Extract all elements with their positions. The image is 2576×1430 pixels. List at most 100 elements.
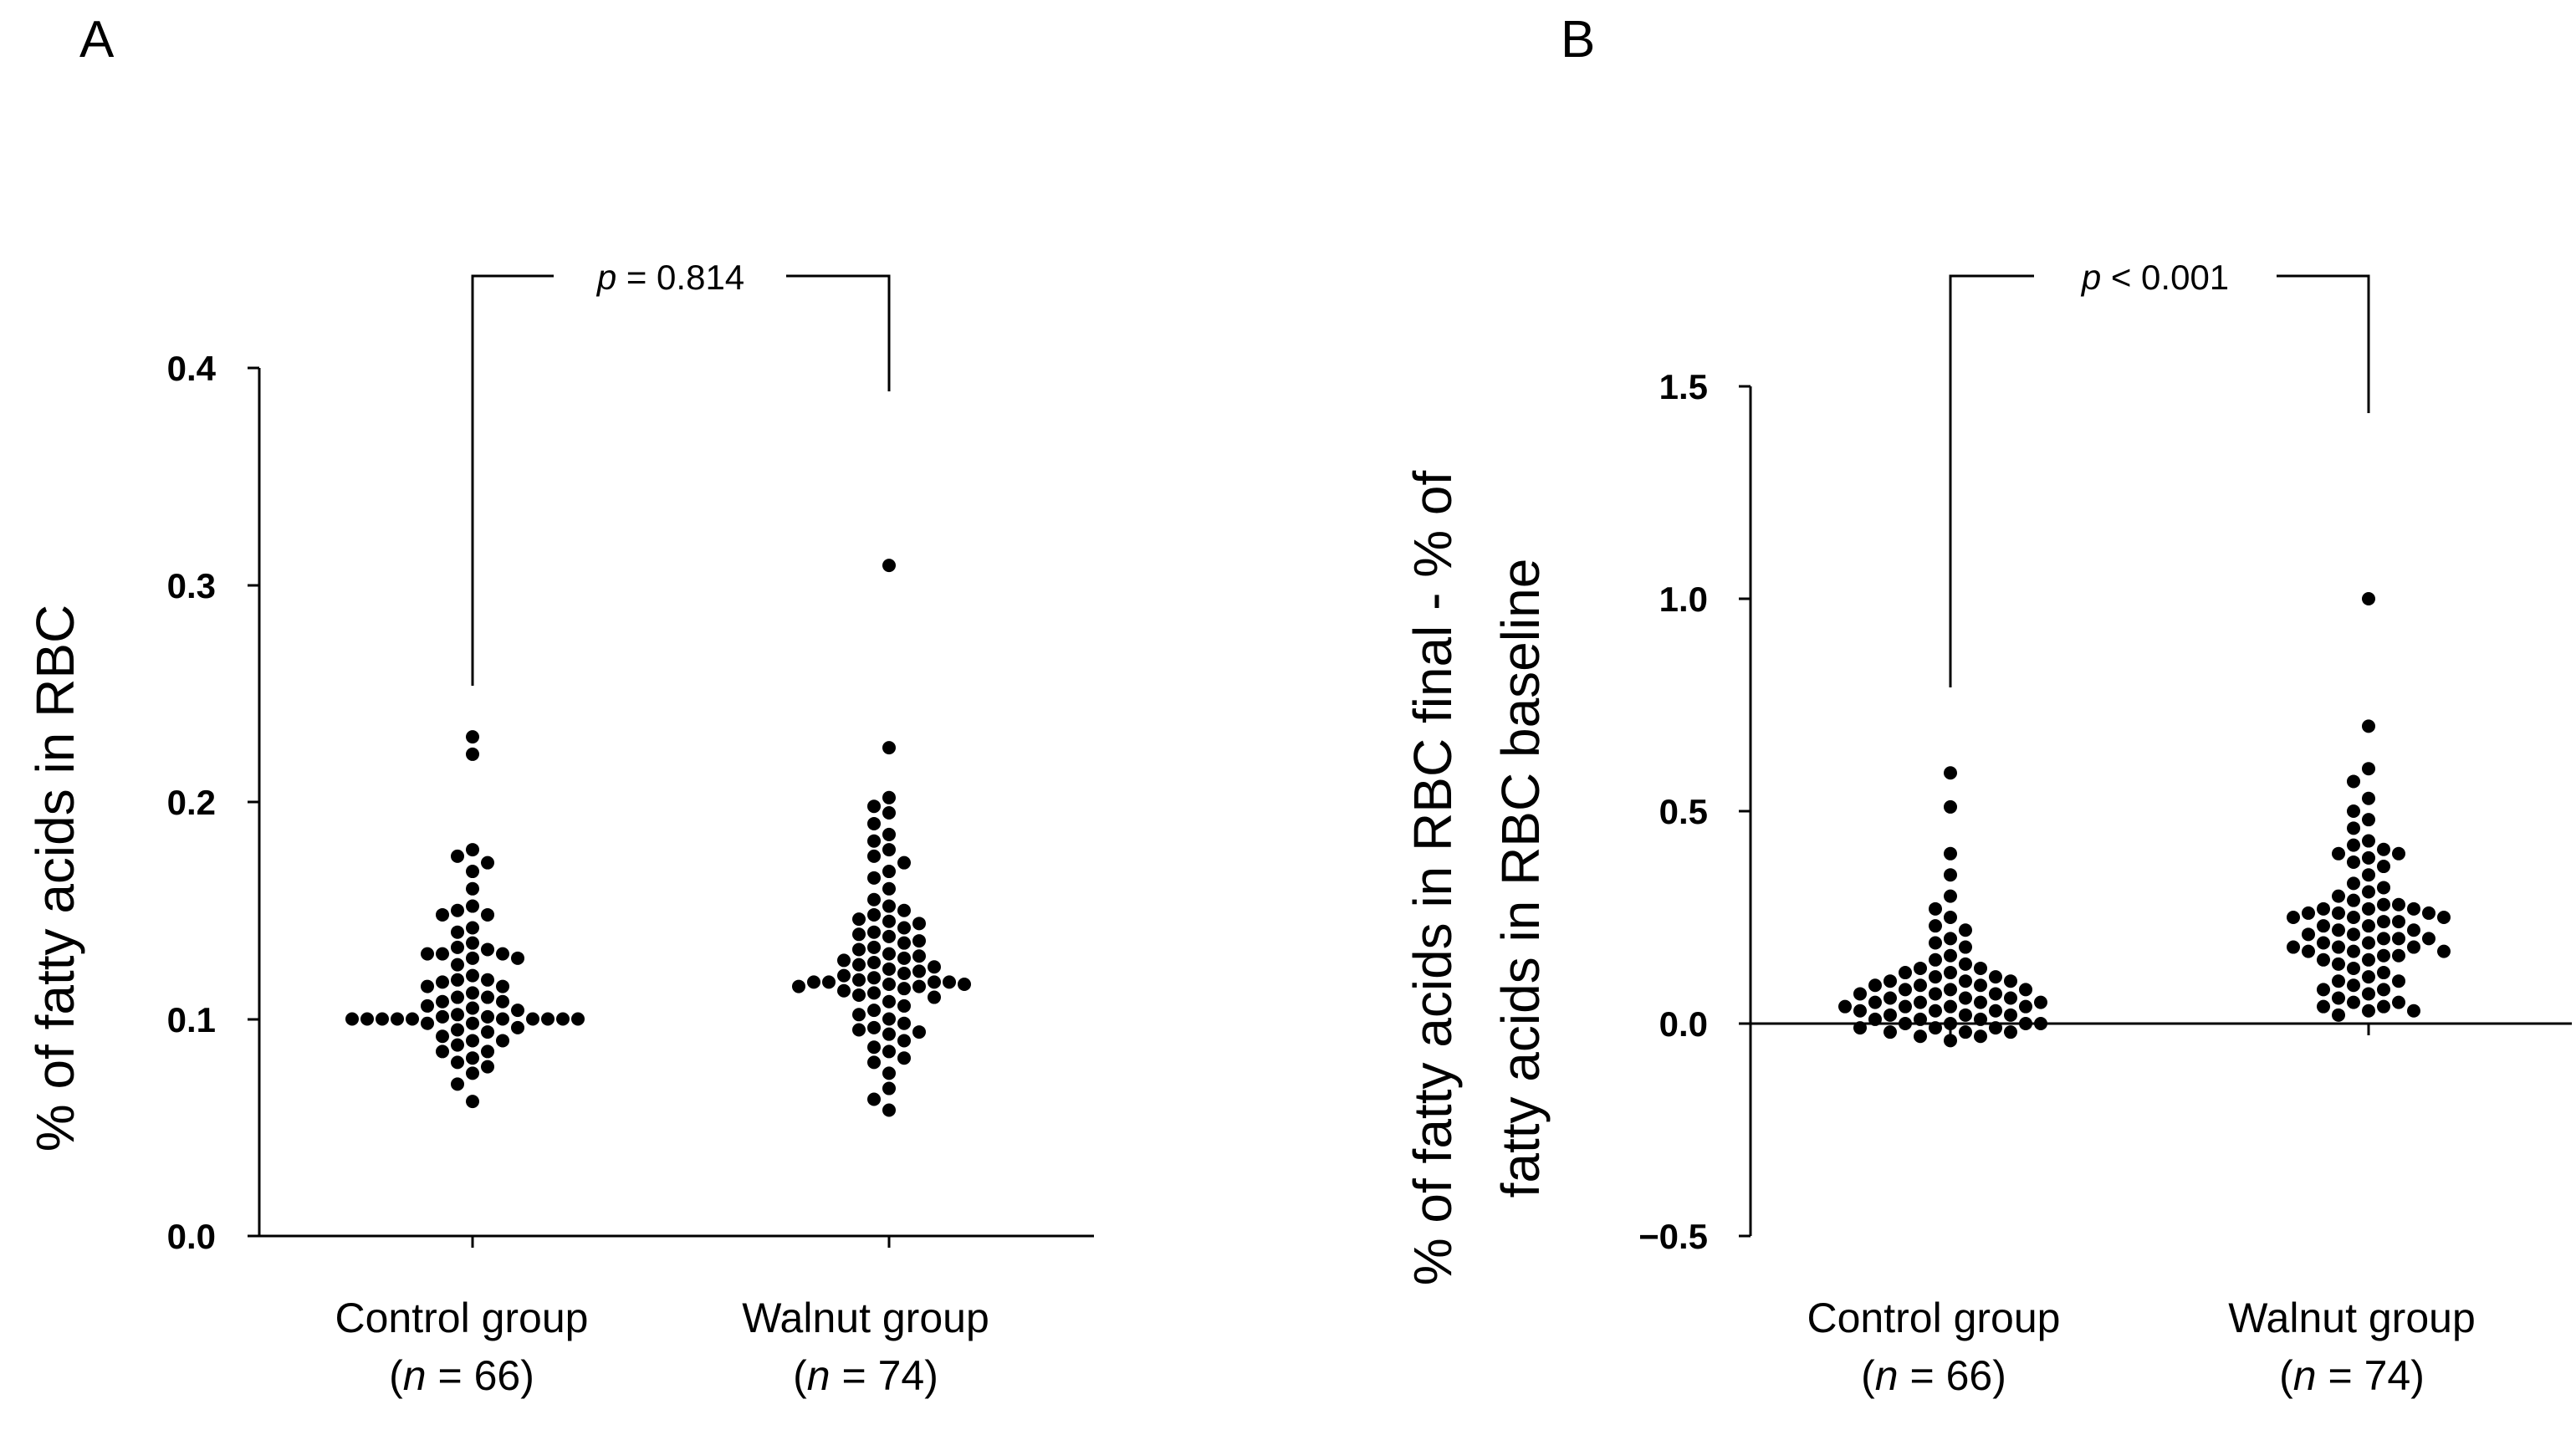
panel-a-dot-walnut [837,953,851,968]
panel-a-dot-walnut [882,962,896,976]
panel-b-dot-control [2019,983,2032,997]
panel-b-dot-walnut [2347,927,2360,942]
panel-b-dot-control [1868,978,1882,993]
panel-b-dot-control [1929,1004,1942,1018]
panel-a-dot-control [511,1020,524,1034]
panel-b-dot-control [1899,966,1912,980]
panel-b-dot-walnut [2362,813,2375,827]
panel-a-bracket-left [471,274,554,686]
panel-b-dot-walnut [2377,881,2390,895]
panel-b-dot-control [1868,995,1882,1009]
panel-a-dot-control [451,1023,464,1037]
panel-a-dot-walnut [792,979,805,993]
panel-a-dot-control [345,1012,359,1026]
panel-b-dot-control [1929,987,1942,1001]
panel-a-dot-walnut [897,998,911,1013]
panel-b-dot-control [1959,923,1972,937]
panel-b-dot-control [1974,961,1987,975]
panel-a-dot-walnut [882,914,896,928]
n-symbol: n [403,1352,427,1399]
panel-b-dot-control [1899,983,1912,997]
panel-b-dot-control [1929,952,1942,967]
paren: ( [2279,1352,2293,1399]
panel-b-dot-control [2004,991,2017,1005]
panel-a-dot-control [451,925,464,939]
panel-b-dot-walnut [2362,791,2375,805]
panel-a-dot-control [421,979,434,993]
panel-a-ytick-label: 0.1 [167,1000,216,1039]
panel-a-x-ticks [471,1236,891,1248]
panel-a-letter: A [79,11,115,69]
panel-b-dot-control [1989,1004,2002,1018]
panel-a-dot-control [451,973,464,987]
panel-b-dot-walnut [2347,911,2360,924]
n-value: = 66) [1899,1352,2006,1399]
panel-a-dot-control [481,1009,494,1024]
panel-a-dot-control [360,1012,374,1026]
panel-a-dot-control [481,1060,494,1074]
panel-b-dot-control [1989,1021,2002,1035]
panel-b-dot-walnut [2407,923,2420,937]
panel-b-dot-walnut [2332,991,2345,1005]
panel-b-dot-walnut [2377,966,2390,980]
panel-a-category-labels: Control group (n = 66) Walnut group (n =… [335,1295,989,1399]
panel-a-dot-walnut [867,849,881,863]
panel-a-dot-walnut [882,843,896,857]
panel-b-dot-walnut [2362,919,2375,933]
panel-a-dot-walnut [882,741,896,755]
panel-b-dot-control [1883,1008,1897,1022]
panel-a-dot-control [466,865,479,879]
panel-b-dot-walnut [2347,821,2360,835]
panel-a-dot-control [466,921,479,935]
panel-a-dot-walnut [928,990,941,1004]
panel-b-dot-control [1883,991,1897,1005]
panel-a-dot-walnut [867,1092,881,1106]
panel-a-dot-control [466,968,479,983]
panel-b-dot-control [1944,1017,1957,1030]
n-value: = 66) [427,1352,534,1399]
panel-a-dot-control [436,975,449,989]
panel-a-dot-walnut [882,1066,896,1080]
panel-a-dot-control [436,994,449,1009]
panel-a-dot-control [481,907,494,922]
panel-a-dot-walnut [867,816,881,830]
panel-b-dot-control [1974,1012,1987,1026]
panel-a-dot-walnut [882,827,896,841]
panel-b-comparison-bracket: p < 0.001 [1949,258,2370,687]
panel-b-dot-control [1914,1029,1927,1044]
p-symbol: p [2080,258,2101,297]
panel-b-dot-control [2019,999,2032,1014]
panel-b-dot-control [2034,995,2047,1009]
panel-b-dot-control [1944,911,1957,924]
panel-b-p-value: p < 0.001 [2080,258,2229,297]
panel-b-dot-walnut [2347,978,2360,993]
panel-a-dot-control [466,986,479,1000]
panel-a-dot-walnut [867,892,881,907]
panel-a-dot-control [466,730,479,744]
panel-b-y-ticks: −0.5 0.0 0.5 1.0 1.5 [1638,367,1751,1256]
panel-b-dot-control [2004,1025,2017,1039]
panel-a-dot-walnut [852,988,866,1002]
panel-a-dot-control [466,843,479,857]
panel-a-dot-walnut [852,912,866,927]
panel-a-dot-walnut [867,1020,881,1034]
panel-a-category-n: (n = 66) [389,1352,534,1399]
panel-a-dot-control [421,1016,434,1030]
panel-b-dot-control [1944,799,1957,814]
panel-b-data-points [1838,592,2451,1048]
panel-b-dot-control [1929,970,1942,984]
panel-a-dot-walnut [852,927,866,942]
panel-b-dot-walnut [2302,927,2315,942]
panel-b-dot-walnut [2362,901,2375,916]
panel-a-dot-walnut [882,805,896,820]
panel-a-dot-control [376,1012,389,1026]
panel-b-dot-control [1853,1021,1867,1035]
panel-b-dot-control [1914,978,1927,993]
panel-a-dot-control [496,1012,509,1026]
panel-b-dot-control [1944,983,1957,997]
panel-a-dot-control [451,1008,464,1022]
panel-b-dot-control [2034,1017,2047,1030]
panel-b-bracket-left [1949,274,2034,687]
panel-b-dot-walnut [2347,961,2360,975]
